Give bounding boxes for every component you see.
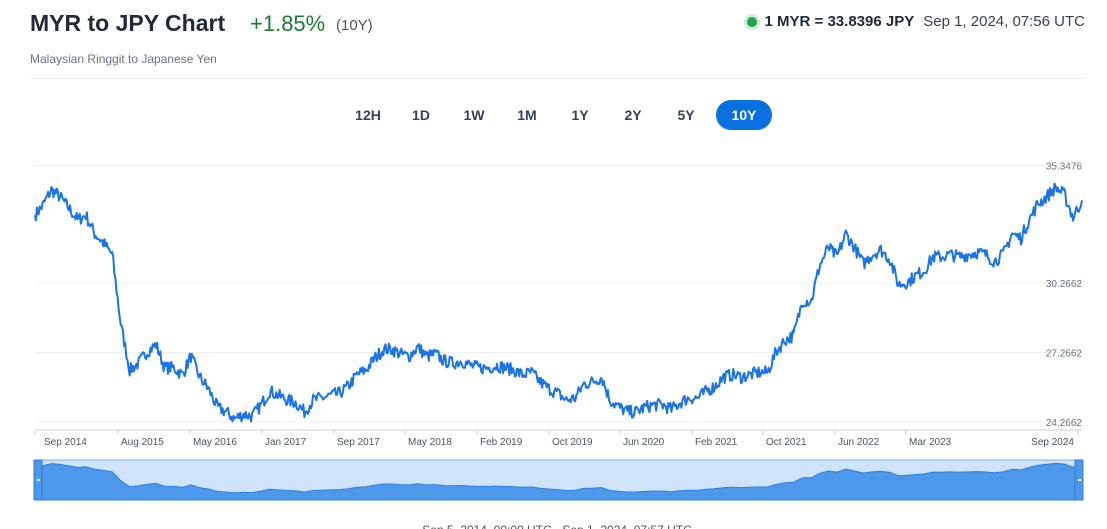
x-tick-label: Sep 2024 <box>1031 437 1074 448</box>
range-tabs: 12H 1D 1W 1M 1Y 2Y 5Y 10Y <box>345 100 779 130</box>
x-tick-label: Aug 2015 <box>121 437 164 448</box>
current-rate: 1 MYR = 33.8396 JPY <box>764 13 915 30</box>
x-tick-label: May 2016 <box>193 437 237 448</box>
tab-10y[interactable]: 10Y <box>716 100 772 130</box>
tab-5y[interactable]: 5Y <box>663 100 709 130</box>
price-line <box>34 182 1083 423</box>
y-tick-label: 30.2662 <box>1046 279 1083 290</box>
tab-1y[interactable]: 1Y <box>557 100 603 130</box>
pair-subtitle: Malaysian Ringgit to Japanese Yen <box>30 52 217 66</box>
y-tick-label: 27.2662 <box>1046 348 1083 359</box>
x-tick-label: Jan 2017 <box>265 437 307 448</box>
tab-1d[interactable]: 1D <box>398 100 444 130</box>
rate-timestamp: Sep 1, 2024, 07:56 UTC <box>923 13 1085 30</box>
tab-2y[interactable]: 2Y <box>610 100 656 130</box>
x-tick-label: Feb 2021 <box>695 437 738 448</box>
page-title: MYR to JPY Chart <box>30 10 226 36</box>
live-rate: 1 MYR = 33.8396 JPY Sep 1, 2024, 07:56 U… <box>746 13 1085 30</box>
x-tick-label: Sep 2014 <box>44 437 87 448</box>
tab-12h[interactable]: 12H <box>345 100 391 130</box>
y-tick-label: 24.2662 <box>1046 418 1083 429</box>
change-percent: +1.85% <box>250 11 326 36</box>
x-tick-label: Oct 2019 <box>552 437 593 448</box>
header-divider <box>30 78 1085 79</box>
x-tick-label: Oct 2021 <box>766 437 807 448</box>
tab-1w[interactable]: 1W <box>451 100 497 130</box>
x-tick-label: Sep 2017 <box>337 437 380 448</box>
x-tick-label: Jun 2020 <box>623 437 665 448</box>
tab-1m[interactable]: 1M <box>504 100 550 130</box>
x-tick-label: May 2018 <box>408 437 452 448</box>
date-range-label: Sep 5, 2014, 00:00 UTC - Sep 1, 2024, 07… <box>422 523 692 529</box>
x-tick-label: Jun 2022 <box>838 437 880 448</box>
y-tick-label: 35.3476 <box>1046 162 1083 173</box>
x-tick-label: Feb 2019 <box>480 437 523 448</box>
change-period: (10Y) <box>336 17 373 34</box>
x-tick-label: Mar 2023 <box>909 437 952 448</box>
navigator-area <box>34 462 1083 501</box>
live-indicator-icon <box>746 16 757 27</box>
